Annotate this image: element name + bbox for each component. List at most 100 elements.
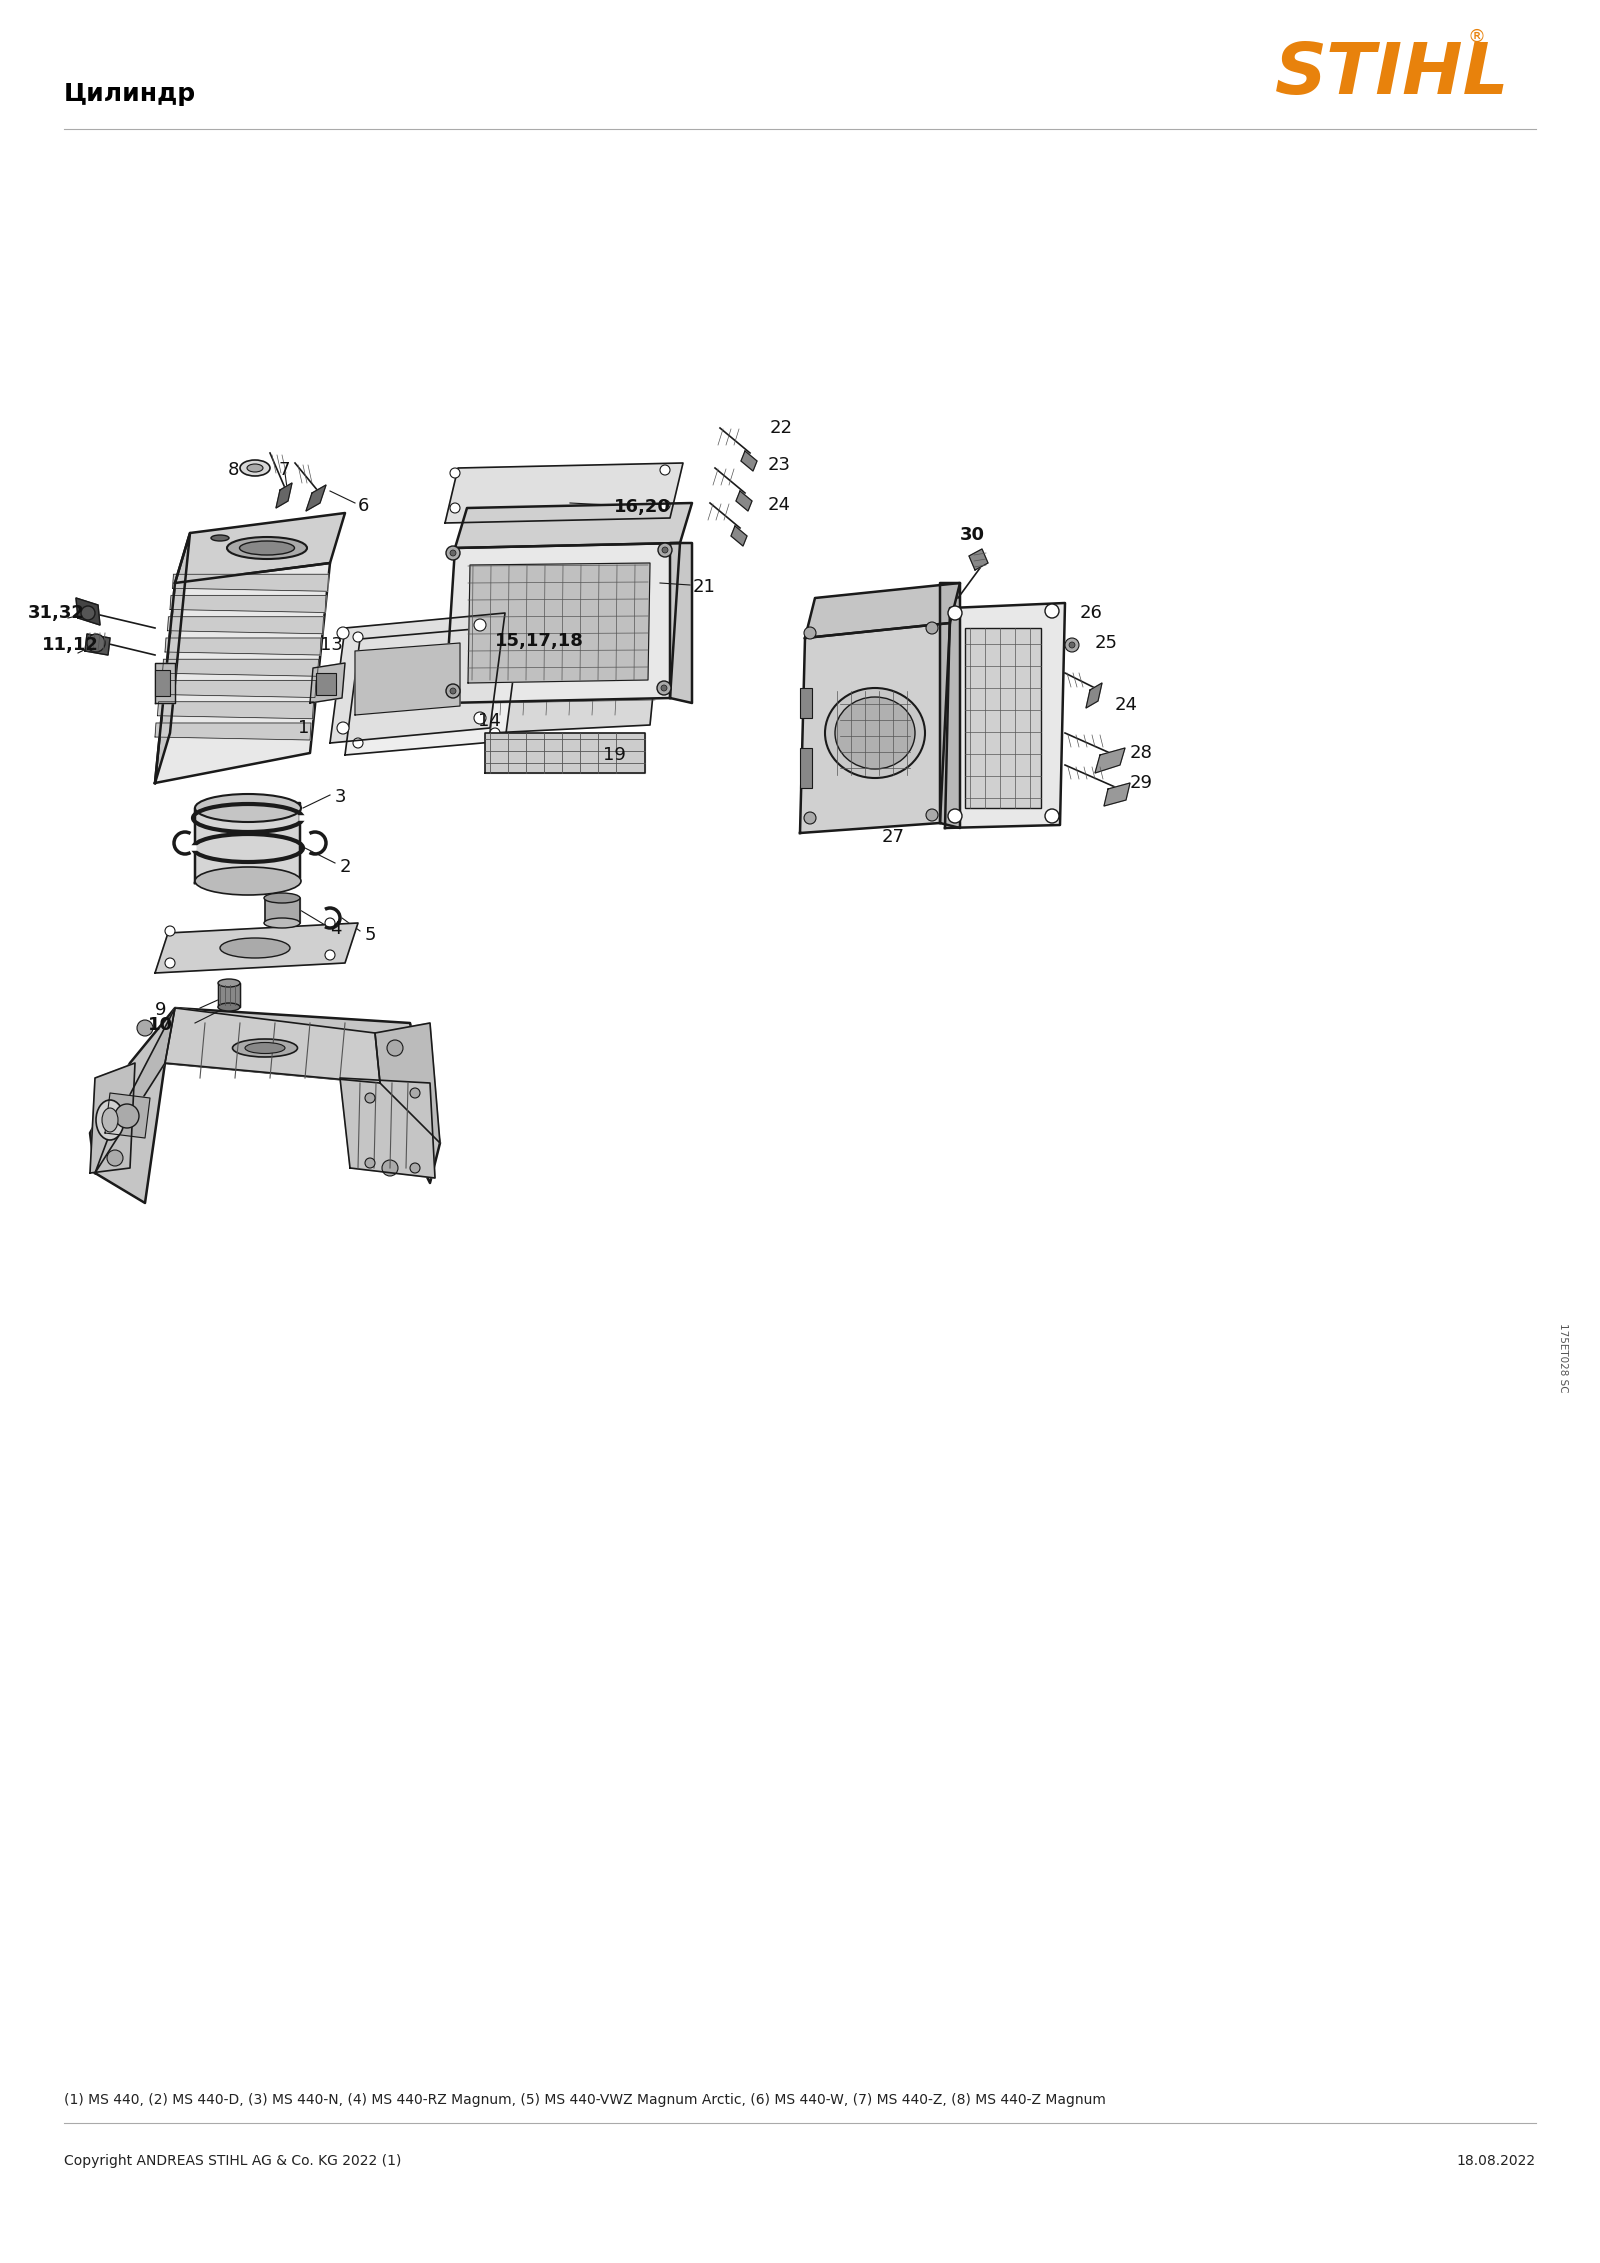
Circle shape	[338, 627, 349, 638]
Text: 24: 24	[1115, 697, 1138, 715]
Ellipse shape	[227, 536, 307, 559]
Circle shape	[1066, 638, 1078, 652]
Ellipse shape	[826, 688, 925, 778]
Circle shape	[662, 548, 669, 552]
Ellipse shape	[195, 867, 301, 894]
Polygon shape	[155, 563, 330, 783]
Circle shape	[1045, 808, 1059, 824]
Polygon shape	[445, 464, 683, 523]
Text: 2: 2	[339, 858, 352, 876]
Circle shape	[446, 683, 461, 697]
Polygon shape	[160, 681, 317, 697]
Circle shape	[661, 500, 670, 509]
Polygon shape	[155, 722, 310, 740]
Polygon shape	[157, 702, 314, 720]
Circle shape	[410, 1089, 419, 1098]
Ellipse shape	[195, 794, 301, 821]
Text: STIHL: STIHL	[1275, 41, 1509, 109]
Circle shape	[107, 1150, 123, 1165]
Circle shape	[490, 625, 499, 634]
Circle shape	[947, 808, 962, 824]
Polygon shape	[90, 1007, 440, 1204]
Text: 5: 5	[365, 926, 376, 944]
Ellipse shape	[240, 459, 270, 475]
Polygon shape	[485, 733, 645, 774]
Text: 24: 24	[768, 496, 790, 514]
Text: 1: 1	[298, 720, 309, 738]
Polygon shape	[155, 534, 190, 783]
Ellipse shape	[218, 980, 240, 987]
Circle shape	[165, 926, 174, 937]
Polygon shape	[163, 659, 318, 677]
Text: 11,12: 11,12	[42, 636, 99, 654]
Circle shape	[805, 812, 816, 824]
Text: 18.08.2022: 18.08.2022	[1458, 2154, 1536, 2168]
Bar	[800, 688, 813, 717]
Circle shape	[446, 545, 461, 559]
Polygon shape	[165, 638, 322, 654]
Text: 15,17,18: 15,17,18	[494, 631, 584, 649]
Polygon shape	[454, 502, 691, 548]
Text: 29: 29	[1130, 774, 1154, 792]
Text: 4: 4	[330, 921, 341, 937]
Polygon shape	[77, 597, 99, 625]
Circle shape	[450, 688, 456, 695]
Text: 7: 7	[278, 462, 290, 480]
Text: Цилиндр: Цилиндр	[64, 81, 197, 106]
Text: 30: 30	[960, 525, 986, 543]
Circle shape	[926, 622, 938, 634]
Bar	[317, 672, 336, 695]
Text: Copyright ANDREAS STIHL AG & Co. KG 2022 (1): Copyright ANDREAS STIHL AG & Co. KG 2022…	[64, 2154, 402, 2168]
Text: 175ET028 SC: 175ET028 SC	[1558, 1324, 1568, 1392]
Polygon shape	[805, 584, 960, 638]
Polygon shape	[165, 1007, 381, 1084]
Polygon shape	[741, 450, 757, 471]
Polygon shape	[155, 923, 358, 973]
Text: 8: 8	[229, 462, 240, 480]
Circle shape	[1045, 604, 1059, 618]
Circle shape	[474, 713, 486, 724]
Polygon shape	[1104, 783, 1130, 806]
Polygon shape	[731, 525, 747, 545]
Ellipse shape	[835, 697, 915, 769]
Circle shape	[474, 620, 486, 631]
Circle shape	[658, 543, 672, 557]
Circle shape	[138, 1021, 154, 1036]
Circle shape	[947, 606, 962, 620]
Polygon shape	[445, 543, 680, 704]
Ellipse shape	[240, 541, 294, 554]
Polygon shape	[970, 550, 989, 570]
Polygon shape	[736, 491, 752, 511]
Text: 19: 19	[603, 747, 626, 765]
Polygon shape	[277, 482, 291, 507]
Text: (1) MS 440, (2) MS 440-D, (3) MS 440-N, (4) MS 440-RZ Magnum, (5) MS 440-VWZ Mag: (1) MS 440, (2) MS 440-D, (3) MS 440-N, …	[64, 2093, 1106, 2107]
Text: 3: 3	[334, 788, 347, 806]
Polygon shape	[946, 602, 1066, 828]
Polygon shape	[941, 584, 960, 828]
Polygon shape	[1086, 683, 1102, 708]
Ellipse shape	[264, 919, 301, 928]
Text: 28: 28	[1130, 745, 1154, 763]
Circle shape	[165, 957, 174, 969]
Circle shape	[382, 1161, 398, 1177]
Circle shape	[338, 722, 349, 733]
Polygon shape	[106, 1093, 150, 1138]
Polygon shape	[195, 803, 301, 883]
Polygon shape	[306, 484, 326, 511]
Polygon shape	[1094, 749, 1125, 774]
Circle shape	[325, 950, 334, 960]
Circle shape	[1069, 643, 1075, 647]
Polygon shape	[310, 663, 346, 704]
Circle shape	[82, 606, 94, 620]
Polygon shape	[670, 543, 691, 704]
Circle shape	[365, 1093, 374, 1102]
Polygon shape	[374, 1023, 440, 1143]
Text: 9: 9	[155, 1000, 166, 1018]
Polygon shape	[94, 1007, 174, 1172]
Text: 14: 14	[478, 713, 501, 731]
Bar	[965, 629, 1042, 808]
Bar	[155, 670, 170, 697]
Text: 25: 25	[1094, 634, 1118, 652]
Ellipse shape	[102, 1109, 118, 1132]
Polygon shape	[339, 1077, 435, 1179]
